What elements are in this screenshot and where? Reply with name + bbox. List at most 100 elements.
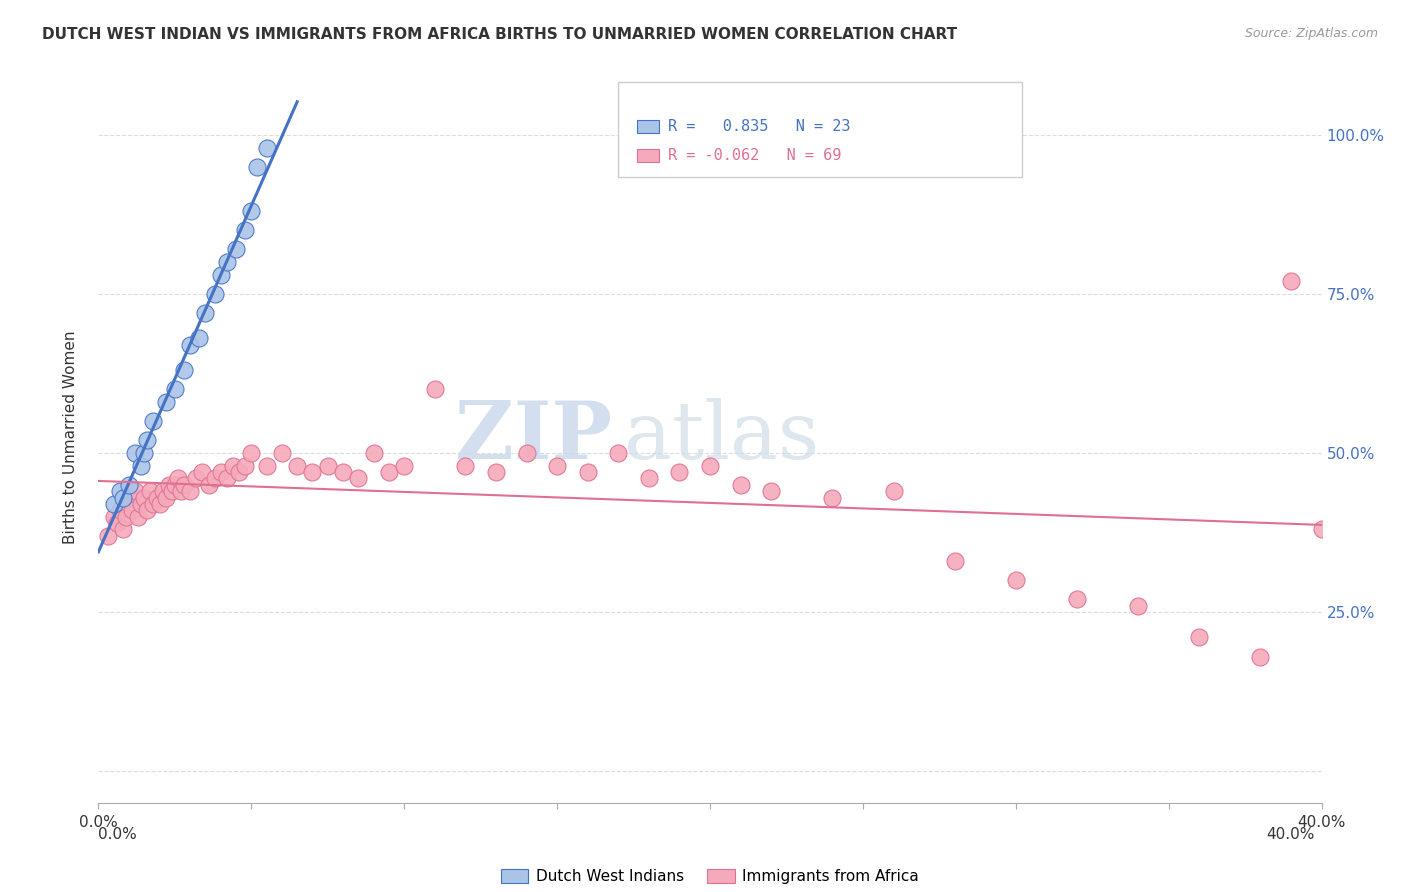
Point: [485, 465, 508, 479]
Point: [124, 484, 146, 499]
Point: [204, 471, 226, 485]
Point: [111, 522, 134, 536]
Text: DUTCH WEST INDIAN VS IMMIGRANTS FROM AFRICA BIRTHS TO UNMARRIED WOMEN CORRELATIO: DUTCH WEST INDIAN VS IMMIGRANTS FROM AFR…: [42, 27, 957, 42]
Point: [160, 484, 183, 499]
Point: [173, 477, 195, 491]
Point: [173, 363, 195, 377]
Point: [607, 446, 630, 460]
Text: 0.0%: 0.0%: [98, 827, 138, 841]
Point: [270, 446, 292, 460]
Point: [1310, 522, 1333, 536]
Point: [516, 446, 538, 460]
Point: [883, 484, 905, 499]
Point: [576, 465, 599, 479]
FancyBboxPatch shape: [619, 82, 1022, 178]
Point: [136, 434, 159, 448]
Point: [129, 497, 152, 511]
Point: [256, 141, 278, 155]
Point: [546, 458, 568, 473]
Point: [179, 338, 201, 352]
Point: [209, 465, 232, 479]
Point: [105, 516, 128, 530]
Point: [392, 458, 416, 473]
Point: [134, 446, 156, 460]
Point: [668, 465, 690, 479]
Point: [215, 471, 238, 485]
Text: atlas: atlas: [624, 398, 820, 476]
Point: [111, 491, 134, 505]
Point: [129, 458, 152, 473]
Point: [285, 458, 308, 473]
Point: [228, 465, 250, 479]
Text: 40.0%: 40.0%: [1267, 827, 1315, 841]
Point: [316, 458, 339, 473]
Y-axis label: Births to Unmarried Women: Births to Unmarried Women: [63, 330, 77, 544]
Point: [139, 484, 162, 499]
Point: [118, 491, 141, 505]
Point: [111, 497, 134, 511]
Point: [108, 503, 131, 517]
Point: [233, 223, 256, 237]
Point: [157, 477, 180, 491]
Point: [1188, 631, 1211, 645]
Point: [637, 471, 661, 485]
Point: [155, 491, 177, 505]
Point: [730, 477, 752, 491]
Point: [142, 414, 165, 428]
Point: [215, 255, 238, 269]
Point: [155, 395, 177, 409]
Point: [246, 160, 269, 174]
Point: [347, 471, 370, 485]
Point: [256, 458, 278, 473]
Point: [1004, 573, 1026, 587]
Point: [134, 491, 156, 505]
Point: [186, 471, 208, 485]
Text: Source: ZipAtlas.com: Source: ZipAtlas.com: [1244, 27, 1378, 40]
Point: [149, 497, 172, 511]
Point: [115, 509, 138, 524]
Point: [454, 458, 477, 473]
Point: [167, 471, 190, 485]
Point: [1128, 599, 1150, 613]
Legend: Dutch West Indians, Immigrants from Africa: Dutch West Indians, Immigrants from Afri…: [495, 863, 925, 890]
Point: [1249, 649, 1271, 664]
Text: R =   0.835   N = 23: R = 0.835 N = 23: [668, 119, 851, 134]
Point: [118, 477, 141, 491]
Point: [204, 287, 226, 301]
Point: [332, 465, 354, 479]
Point: [163, 477, 186, 491]
Point: [194, 306, 217, 320]
FancyBboxPatch shape: [637, 149, 658, 162]
Point: [124, 446, 146, 460]
Point: [363, 446, 385, 460]
Text: ZIP: ZIP: [456, 398, 612, 476]
Point: [145, 491, 167, 505]
Point: [152, 484, 174, 499]
Point: [121, 503, 143, 517]
FancyBboxPatch shape: [637, 120, 658, 133]
Point: [127, 509, 149, 524]
Point: [103, 509, 125, 524]
Point: [191, 465, 214, 479]
Point: [225, 243, 247, 257]
Point: [699, 458, 721, 473]
Point: [142, 497, 165, 511]
Point: [197, 477, 219, 491]
Point: [378, 465, 401, 479]
Point: [163, 383, 186, 397]
Point: [1066, 592, 1088, 607]
Point: [943, 554, 966, 568]
Point: [423, 383, 446, 397]
Point: [209, 268, 232, 282]
Point: [1279, 274, 1302, 288]
Point: [233, 458, 256, 473]
Point: [108, 484, 131, 499]
Point: [759, 484, 782, 499]
Point: [103, 497, 125, 511]
Point: [821, 491, 844, 505]
Text: R = -0.062   N = 69: R = -0.062 N = 69: [668, 148, 842, 163]
Point: [136, 503, 159, 517]
Point: [301, 465, 323, 479]
Point: [179, 484, 201, 499]
Point: [240, 204, 263, 219]
